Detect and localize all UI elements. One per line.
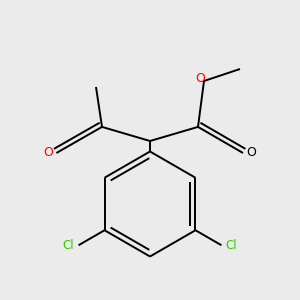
Text: O: O <box>43 146 53 160</box>
Text: O: O <box>196 71 205 85</box>
Text: O: O <box>247 146 256 160</box>
Text: Cl: Cl <box>226 239 237 252</box>
Text: Cl: Cl <box>63 239 74 252</box>
